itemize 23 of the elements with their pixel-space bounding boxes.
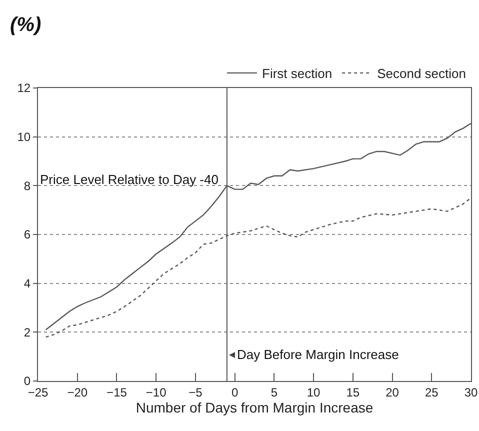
ref-line-label: Day Before Margin Increase (237, 347, 399, 362)
y-tick-label: 12 (17, 81, 31, 96)
legend-label: Second section (377, 66, 466, 82)
y-tick-label: 2 (24, 325, 31, 340)
x-tick-label: 15 (346, 385, 360, 400)
x-tick-label: −20 (67, 385, 88, 400)
annotation: Price Level Relative to Day -40 (40, 172, 218, 187)
x-tick-label: 20 (386, 385, 400, 400)
x-tick-label: 0 (231, 385, 238, 400)
y-axis-title: (%) (10, 14, 42, 36)
x-tick-label: 25 (424, 385, 439, 400)
x-tick-label: −10 (146, 385, 167, 400)
y-tick-label: 6 (24, 228, 31, 242)
legend-label: First section (262, 66, 332, 82)
x-tick-label: 5 (270, 385, 278, 400)
y-tick-label: 8 (24, 178, 31, 193)
x-tick-label: −15 (106, 385, 128, 400)
x-axis-title: Number of Days from Margin Increase (136, 400, 374, 416)
y-tick-label: 4 (24, 276, 31, 291)
x-tick-label: −5 (188, 385, 203, 400)
y-tick-label: 10 (17, 130, 31, 144)
x-tick-label: 10 (306, 385, 321, 400)
x-tick-label: 30 (464, 385, 478, 400)
